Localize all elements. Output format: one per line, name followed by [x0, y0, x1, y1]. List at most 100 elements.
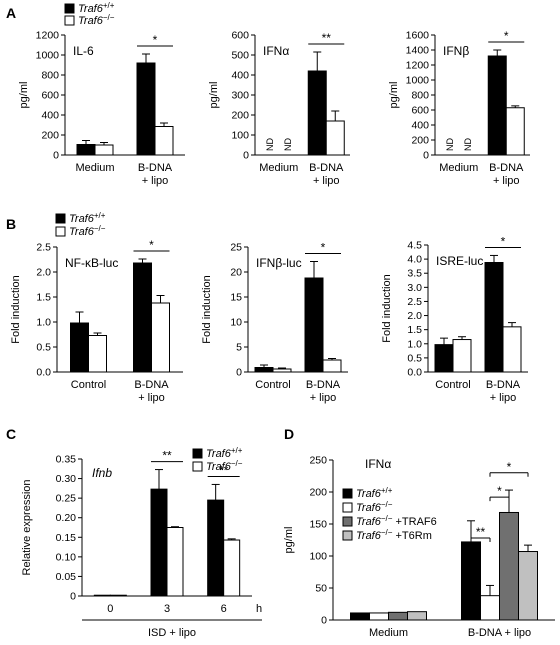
- legend-label: Traf6−/−: [78, 13, 115, 27]
- y-tick-label: 200: [309, 487, 327, 499]
- y-axis-label: pg/ml: [388, 82, 400, 109]
- bar: [461, 541, 481, 621]
- x-unit-label: h: [256, 603, 262, 615]
- legend-swatch: [55, 226, 66, 237]
- nd-label: ND: [283, 138, 293, 151]
- sig-label: *: [497, 484, 502, 498]
- y-tick-label: 0: [236, 367, 242, 379]
- y-tick-label: 0.5: [36, 342, 51, 354]
- x-tick-label: B-DNA: [306, 379, 341, 391]
- y-tick-label: 1.5: [36, 292, 51, 304]
- legend-swatch: [64, 3, 75, 14]
- y-tick-label: 1.5: [407, 324, 422, 336]
- bar: [133, 262, 152, 373]
- x-tick-label: + lipo: [313, 175, 340, 187]
- y-tick-label: 0.30: [56, 473, 77, 485]
- y-tick-label: 250: [309, 455, 327, 467]
- bar: [94, 144, 114, 156]
- bar: [166, 527, 184, 597]
- bar: [388, 611, 408, 621]
- y-tick-label: 5: [236, 342, 242, 354]
- bar: [76, 144, 96, 156]
- legend-swatch: [342, 530, 353, 541]
- x-tick-label: + lipo: [138, 392, 165, 404]
- y-tick-label: 3.0: [407, 282, 422, 294]
- x-tick-label: Control: [435, 379, 470, 391]
- bar: [136, 62, 156, 156]
- chart-title: NF-κB-luc: [65, 256, 118, 270]
- y-tick-label: 400: [231, 70, 249, 82]
- bar: [88, 335, 107, 373]
- y-tick-label: 1.0: [407, 338, 422, 350]
- bar: [109, 594, 127, 597]
- legend-label: Traf6−/− +T6Rm: [356, 528, 432, 542]
- bar: [70, 322, 89, 373]
- sig-label: **: [322, 31, 332, 45]
- bar: [254, 367, 274, 373]
- y-tick-label: 0.5: [407, 352, 422, 364]
- legend-label: Traf6+/+: [206, 446, 243, 460]
- y-tick-label: 1000: [406, 75, 430, 87]
- y-tick-label: 3.5: [407, 268, 422, 280]
- sig-label: *: [153, 33, 158, 47]
- x-tick-label: Medium: [369, 627, 408, 639]
- y-tick-label: 20: [230, 267, 242, 279]
- y-tick-label: 0.20: [56, 512, 77, 524]
- y-tick-label: 2.5: [407, 296, 422, 308]
- y-axis-label: Relative expression: [21, 480, 33, 576]
- sig-label: *: [321, 241, 326, 255]
- chart-title: IFNα: [365, 457, 391, 471]
- legend-swatch: [192, 461, 203, 472]
- legend-swatch: [342, 488, 353, 499]
- y-tick-label: 400: [411, 120, 429, 132]
- legend-swatch: [192, 448, 203, 459]
- chart-d: 0 50 100 150 200 250 pg/ml IFNα Medium B-DNA + li…: [283, 455, 555, 639]
- legend-a: Traf6+/+Traf6−/−: [64, 1, 115, 27]
- x-axis-label: ISD + lipo: [148, 627, 196, 639]
- x-tick-label: B-DNA: [486, 379, 521, 391]
- y-tick-label: 1600: [406, 30, 430, 42]
- legend-label: Traf6+/+: [78, 1, 115, 15]
- x-tick-label: 0: [107, 603, 113, 615]
- y-axis-label: pg/ml: [208, 82, 220, 109]
- chart-title: IFNβ-luc: [256, 256, 302, 270]
- y-tick-label: 4.5: [407, 240, 422, 252]
- y-tick-label: 10: [230, 317, 242, 329]
- chart-b1: 0.0 0.5 1.0 1.5 2.0 2.5 Fold induction NF-κB-lu…: [10, 238, 183, 404]
- bar: [322, 359, 342, 373]
- y-tick-label: 600: [231, 30, 249, 42]
- y-tick-label: 800: [41, 70, 59, 82]
- bar: [518, 551, 538, 621]
- chart-title: Ifnb: [92, 466, 112, 480]
- bar: [307, 70, 327, 156]
- x-tick-label: B-DNA: [309, 162, 344, 174]
- y-tick-label: 1.0: [36, 317, 51, 329]
- y-tick-label: 1200: [36, 30, 60, 42]
- y-tick-label: 1200: [406, 60, 430, 72]
- nd-label: ND: [265, 138, 275, 151]
- chart-title: IFNα: [263, 44, 289, 58]
- y-tick-label: 1400: [406, 45, 430, 57]
- legend-swatch: [342, 516, 353, 527]
- bar: [502, 326, 522, 373]
- bar: [151, 302, 170, 373]
- y-tick-label: 100: [309, 551, 327, 563]
- legend-swatch: [342, 502, 353, 513]
- chart-title: IFNβ: [443, 44, 469, 58]
- y-tick-label: 400: [41, 110, 59, 122]
- chart-b3: 0.0 0.5 1.0 1.5 2.0 2.5 3.0 3.5 4.0 4.5 Fold induc…: [381, 234, 528, 404]
- y-tick-label: 0.10: [56, 551, 77, 563]
- panel-label-b: B: [6, 216, 16, 232]
- legend-swatch: [55, 213, 66, 224]
- y-tick-label: 0.35: [56, 454, 77, 466]
- bar: [505, 107, 525, 156]
- sig-label: *: [504, 29, 509, 43]
- y-tick-label: 0: [423, 150, 429, 162]
- panel-label-d: D: [284, 426, 294, 442]
- legend-b: Traf6+/+Traf6−/−: [55, 211, 106, 238]
- legend-label: Traf6−/−: [356, 500, 393, 514]
- legend-swatch: [64, 15, 75, 26]
- y-tick-label: 4.0: [407, 254, 422, 266]
- nd-label: ND: [445, 138, 455, 151]
